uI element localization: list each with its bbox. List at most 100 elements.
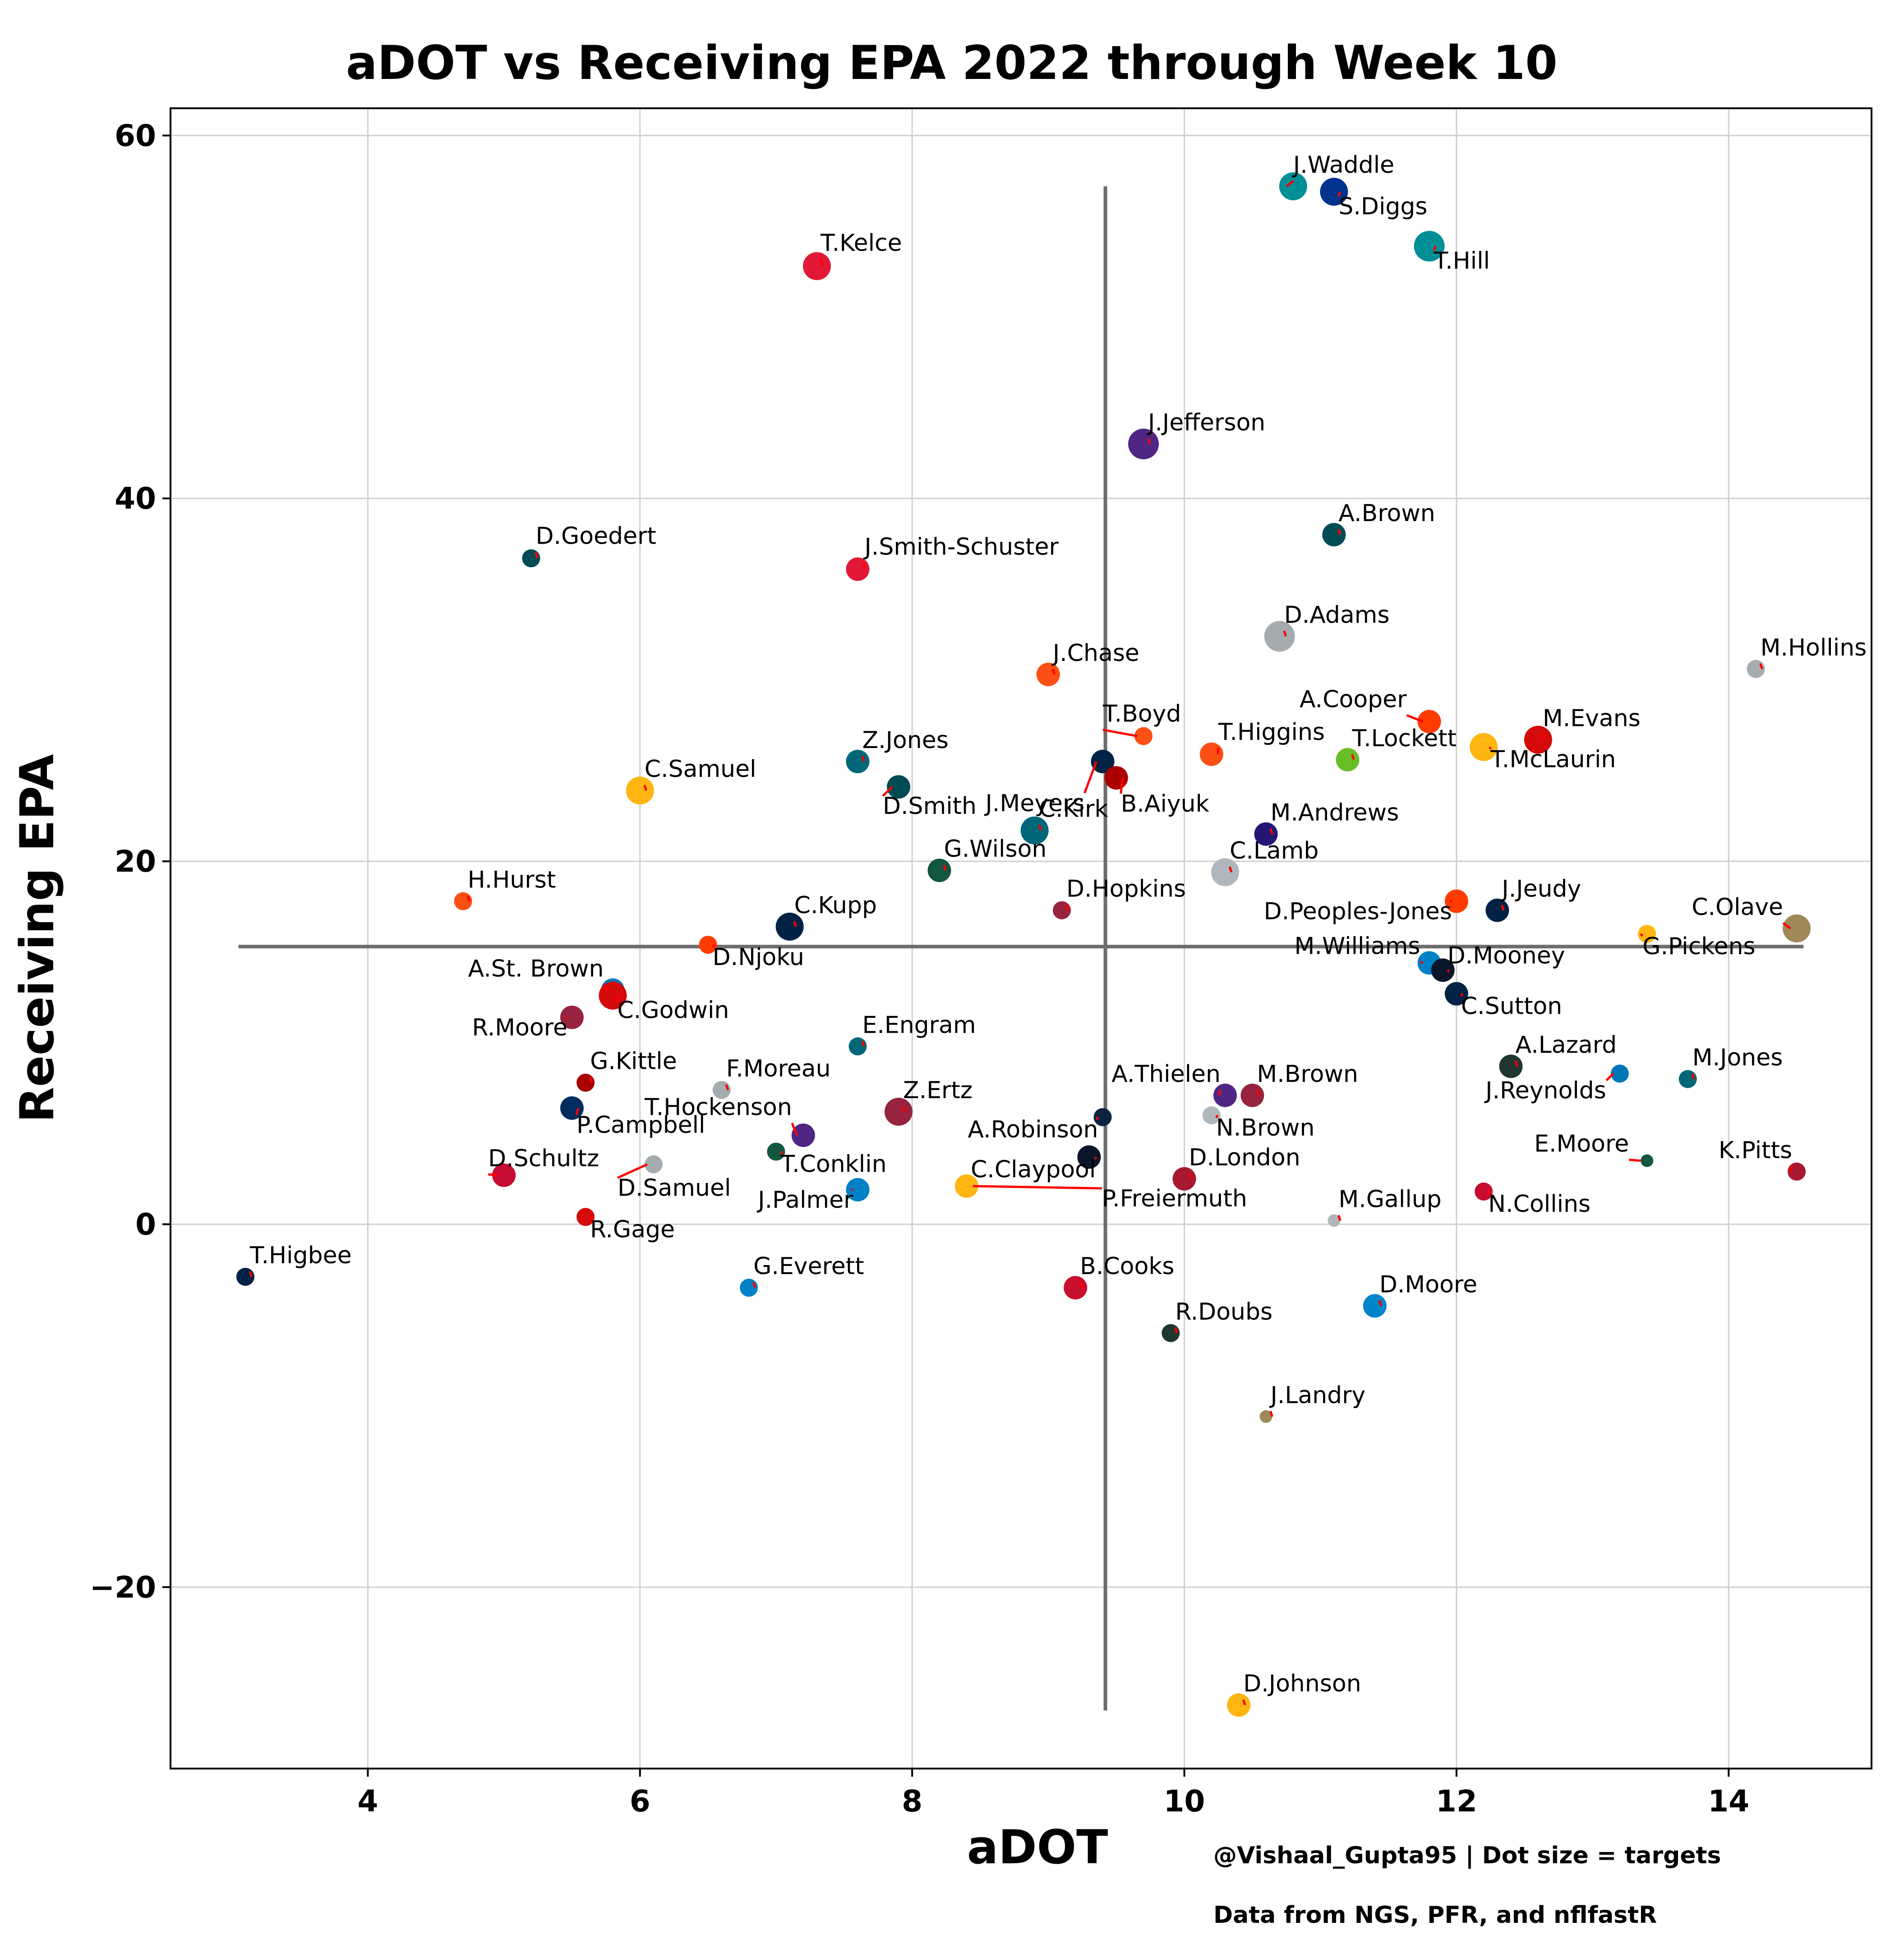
point-label: A.Thielen bbox=[1111, 1061, 1221, 1088]
label-arrow bbox=[1337, 529, 1342, 535]
data-point bbox=[846, 1178, 870, 1202]
data-point bbox=[927, 859, 951, 882]
data-point bbox=[1077, 1145, 1101, 1169]
label-arrow bbox=[1789, 1166, 1793, 1172]
data-point bbox=[1104, 766, 1128, 790]
label-arrow bbox=[1215, 1114, 1219, 1118]
data-point bbox=[1254, 822, 1278, 846]
point-label: C.Olave bbox=[1692, 894, 1783, 921]
point-label: M.Hollins bbox=[1761, 634, 1867, 661]
y-tick-label: 20 bbox=[115, 844, 156, 879]
label-arrow bbox=[1255, 1090, 1260, 1096]
chart-title: aDOT vs Receiving EPA 2022 through Week … bbox=[346, 36, 1558, 90]
label-arrow bbox=[1605, 1072, 1614, 1081]
data-point bbox=[846, 557, 870, 581]
data-point bbox=[1199, 742, 1223, 766]
point-label: D.Moore bbox=[1379, 1271, 1477, 1298]
point-label: T.Lockett bbox=[1352, 725, 1457, 752]
data-point bbox=[1336, 748, 1360, 771]
point-label: T.Hockenson bbox=[644, 1094, 792, 1121]
data-point bbox=[1417, 710, 1441, 734]
label-arrow bbox=[1759, 663, 1763, 670]
x-axis-ticks: 4 6 8 10 12 14 bbox=[357, 1769, 1749, 1819]
data-point bbox=[884, 1098, 913, 1126]
label-arrow bbox=[1351, 754, 1355, 760]
label-arrow bbox=[1541, 734, 1546, 740]
y-tick-label: 40 bbox=[115, 481, 156, 516]
x-tick-label: 12 bbox=[1436, 1784, 1477, 1819]
point-label: J.Smith-Schuster bbox=[863, 534, 1059, 561]
data-point bbox=[1279, 172, 1307, 200]
point-label: J.Meyers bbox=[984, 790, 1085, 817]
data-point bbox=[1320, 178, 1348, 206]
label-arrow bbox=[1269, 1410, 1273, 1417]
point-label: A.Cooper bbox=[1300, 686, 1407, 713]
point-label: A.Brown bbox=[1338, 500, 1435, 527]
point-label: S.Diggs bbox=[1338, 193, 1427, 220]
data-point bbox=[1172, 1167, 1196, 1191]
point-label: G.Kittle bbox=[590, 1048, 677, 1075]
point-label: K.Pitts bbox=[1719, 1137, 1792, 1164]
label-arrow bbox=[1102, 729, 1138, 738]
x-tick-label: 6 bbox=[630, 1784, 650, 1819]
point-label: E.Moore bbox=[1534, 1131, 1629, 1158]
point-label: R.Doubs bbox=[1175, 1298, 1272, 1326]
point-label: Z.Ertz bbox=[903, 1077, 973, 1104]
label-arrow bbox=[1691, 1073, 1696, 1080]
label-arrow bbox=[1174, 1327, 1178, 1334]
label-arrow bbox=[793, 921, 798, 927]
label-arrow bbox=[1487, 1191, 1491, 1195]
label-arrow bbox=[1286, 180, 1294, 187]
data-points bbox=[236, 172, 1811, 1717]
point-label: R.Moore bbox=[472, 1014, 567, 1041]
point-label: B.Cooks bbox=[1080, 1253, 1174, 1280]
point-label: P.Campbell bbox=[576, 1112, 705, 1139]
data-point bbox=[1783, 914, 1811, 942]
data-point bbox=[1363, 1294, 1387, 1318]
x-tick-label: 14 bbox=[1708, 1784, 1749, 1819]
x-tick-label: 4 bbox=[357, 1784, 378, 1819]
point-label: J.Waddle bbox=[1292, 152, 1394, 179]
y-tick-label: −20 bbox=[90, 1570, 156, 1605]
point-label: D.Samuel bbox=[618, 1175, 731, 1202]
label-arrow bbox=[1283, 630, 1287, 637]
label-arrow bbox=[616, 995, 620, 1001]
point-label: F.Moreau bbox=[726, 1055, 831, 1082]
label-arrow bbox=[973, 1185, 1102, 1190]
label-arrow bbox=[1120, 777, 1124, 794]
label-arrow bbox=[1782, 922, 1791, 929]
label-arrow bbox=[752, 1282, 756, 1288]
plot-frame bbox=[170, 107, 1872, 1769]
point-label: T.Kelce bbox=[820, 230, 902, 257]
point-label: J.Jefferson bbox=[1147, 409, 1265, 436]
point-label: D.Mooney bbox=[1448, 942, 1565, 969]
data-point bbox=[1134, 727, 1153, 745]
data-point bbox=[954, 1174, 978, 1198]
data-point bbox=[886, 775, 910, 799]
label-arrow bbox=[617, 1163, 648, 1179]
grid-lines bbox=[171, 108, 1872, 1769]
point-label: T.Higgins bbox=[1218, 719, 1325, 746]
data-point bbox=[1414, 231, 1445, 262]
label-arrow bbox=[1188, 1173, 1192, 1179]
data-point bbox=[1328, 1214, 1341, 1227]
point-label: M.Williams bbox=[1294, 933, 1420, 960]
point-label: A.Robinson bbox=[968, 1116, 1098, 1143]
label-arrow bbox=[791, 1122, 798, 1136]
label-arrow bbox=[1460, 993, 1464, 997]
point-label: D.Smith bbox=[883, 793, 977, 820]
label-arrow bbox=[1514, 1060, 1518, 1067]
point-label: H.Hurst bbox=[468, 867, 556, 894]
footer-credit: @Vishaal_Gupta95 | Dot size = targets bbox=[1213, 1842, 1721, 1869]
data-point bbox=[576, 1208, 595, 1226]
label-arrow bbox=[902, 1106, 906, 1112]
data-point bbox=[1485, 898, 1509, 922]
label-arrow bbox=[1420, 961, 1424, 964]
y-axis-ticks: −20 0 20 40 60 bbox=[90, 118, 171, 1605]
y-tick-label: 0 bbox=[135, 1207, 156, 1242]
data-point bbox=[644, 1155, 663, 1173]
point-label: C.Claypool bbox=[971, 1156, 1096, 1183]
label-arrow bbox=[1147, 438, 1151, 444]
point-label: A.St. Brown bbox=[468, 956, 604, 983]
